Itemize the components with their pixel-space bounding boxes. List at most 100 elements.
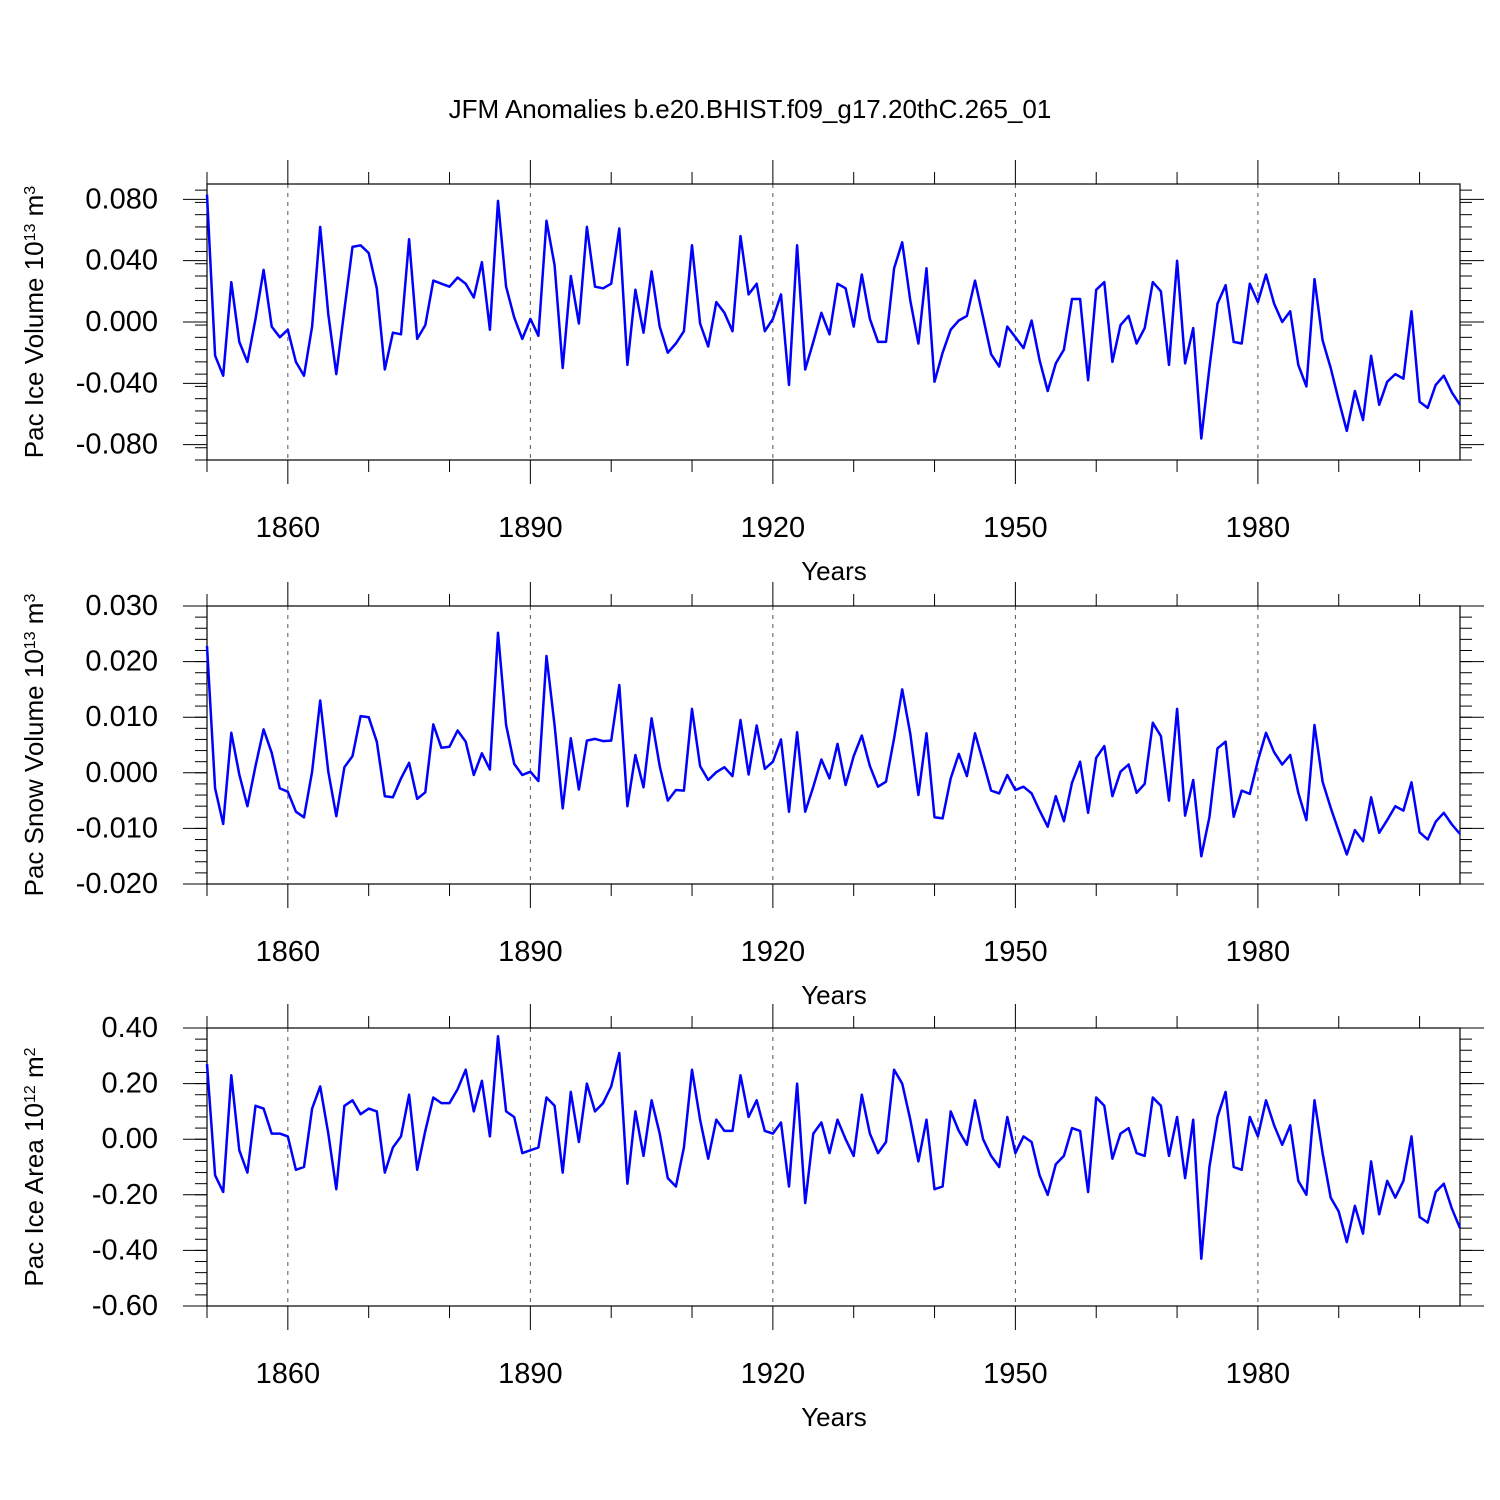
data-point — [853, 326, 854, 327]
y-axis-label: Pac Ice Volume 1013 m3 — [19, 186, 49, 459]
data-point — [1152, 282, 1153, 283]
data-point — [651, 1100, 652, 1101]
data-point — [934, 1189, 935, 1190]
plot-frame — [206, 605, 1461, 885]
y-tick-label: 0.030 — [85, 590, 158, 622]
data-point — [570, 275, 571, 276]
data-point — [473, 1111, 474, 1112]
data-point — [554, 725, 555, 726]
data-point — [311, 326, 312, 327]
data-point — [538, 781, 539, 782]
data-point — [1185, 363, 1186, 364]
data-point — [1379, 404, 1380, 405]
figure-title: JFM Anomalies b.e20.BHIST.f09_g17.20thC.… — [449, 94, 1052, 124]
data-point — [1314, 1100, 1315, 1101]
data-point — [603, 288, 604, 289]
data-point — [473, 774, 474, 775]
data-point — [635, 754, 636, 755]
data-point — [1063, 349, 1064, 350]
y-tick-label: -0.010 — [76, 812, 158, 844]
data-point — [974, 280, 975, 281]
data-point — [1290, 754, 1291, 755]
data-point — [214, 1175, 215, 1176]
data-point — [1298, 364, 1299, 365]
data-point — [514, 317, 515, 318]
data-point — [522, 774, 523, 775]
data-point — [473, 297, 474, 298]
data-point — [449, 1102, 450, 1103]
data-point — [1249, 283, 1250, 284]
y-tick-label: 0.020 — [85, 646, 158, 678]
data-point — [1144, 783, 1145, 784]
data-point — [206, 645, 207, 646]
data-point — [1241, 790, 1242, 791]
data-point — [441, 1102, 442, 1103]
data-point — [457, 730, 458, 731]
data-point — [562, 808, 563, 809]
data-point — [392, 1147, 393, 1148]
data-point — [1047, 1194, 1048, 1195]
data-point — [489, 1136, 490, 1137]
data-point — [506, 724, 507, 725]
data-point — [239, 341, 240, 342]
data-point — [966, 776, 967, 777]
data-point — [1419, 832, 1420, 833]
y-tick-label: -0.40 — [92, 1234, 158, 1266]
data-point — [700, 766, 701, 767]
data-point — [619, 684, 620, 685]
data-point — [1136, 343, 1137, 344]
data-point — [239, 774, 240, 775]
data-point — [400, 778, 401, 779]
data-point — [926, 1119, 927, 1120]
data-point — [425, 324, 426, 325]
data-point — [683, 1147, 684, 1148]
data-point — [1144, 328, 1145, 329]
data-point — [958, 1130, 959, 1131]
data-point — [829, 778, 830, 779]
data-point — [643, 787, 644, 788]
data-point — [255, 766, 256, 767]
data-point — [1104, 282, 1105, 283]
data-point — [481, 1080, 482, 1081]
data-point — [1055, 796, 1056, 797]
data-point — [1160, 1105, 1161, 1106]
data-point — [1063, 1155, 1064, 1156]
data-point — [1282, 1144, 1283, 1145]
data-point — [336, 374, 337, 375]
x-axis-label: Years — [801, 980, 867, 1010]
data-point — [1015, 1153, 1016, 1154]
data-point — [1395, 374, 1396, 375]
data-point — [295, 811, 296, 812]
data-point — [966, 315, 967, 316]
y-tick-label: 0.000 — [85, 306, 158, 338]
data-point — [546, 220, 547, 221]
panels: -0.080 -0.040 0.000 0.040 0.080 1860 1890 1920 1… — [19, 160, 1484, 1432]
data-point — [1298, 1180, 1299, 1181]
data-point — [780, 294, 781, 295]
x-tick-label: 1860 — [256, 936, 321, 968]
data-point — [1023, 1136, 1024, 1137]
data-point — [376, 1111, 377, 1112]
data-point — [772, 761, 773, 762]
data-point — [1168, 800, 1169, 801]
data-point — [344, 1105, 345, 1106]
data-point — [352, 1100, 353, 1101]
data-point — [1168, 1155, 1169, 1156]
data-point — [1055, 1164, 1056, 1165]
data-point — [999, 1166, 1000, 1167]
data-point — [1241, 1169, 1242, 1170]
data-point — [1193, 1119, 1194, 1120]
data-point — [659, 326, 660, 327]
data-point — [1031, 1141, 1032, 1142]
data-point — [231, 1075, 232, 1076]
data-point — [1330, 1197, 1331, 1198]
data-point — [594, 1111, 595, 1112]
data-point — [1225, 285, 1226, 286]
data-point — [1176, 708, 1177, 709]
data-point — [1096, 757, 1097, 758]
data-point — [586, 1083, 587, 1084]
data-point — [223, 1191, 224, 1192]
data-point — [1201, 438, 1202, 439]
data-point — [1435, 1191, 1436, 1192]
y-tick-label: -0.20 — [92, 1179, 158, 1211]
